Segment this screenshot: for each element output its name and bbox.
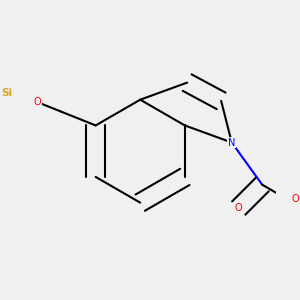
Text: O: O [33, 97, 41, 107]
Text: O: O [235, 203, 243, 213]
Text: O: O [291, 194, 299, 204]
Text: Si: Si [1, 88, 12, 98]
Text: N: N [228, 137, 236, 148]
